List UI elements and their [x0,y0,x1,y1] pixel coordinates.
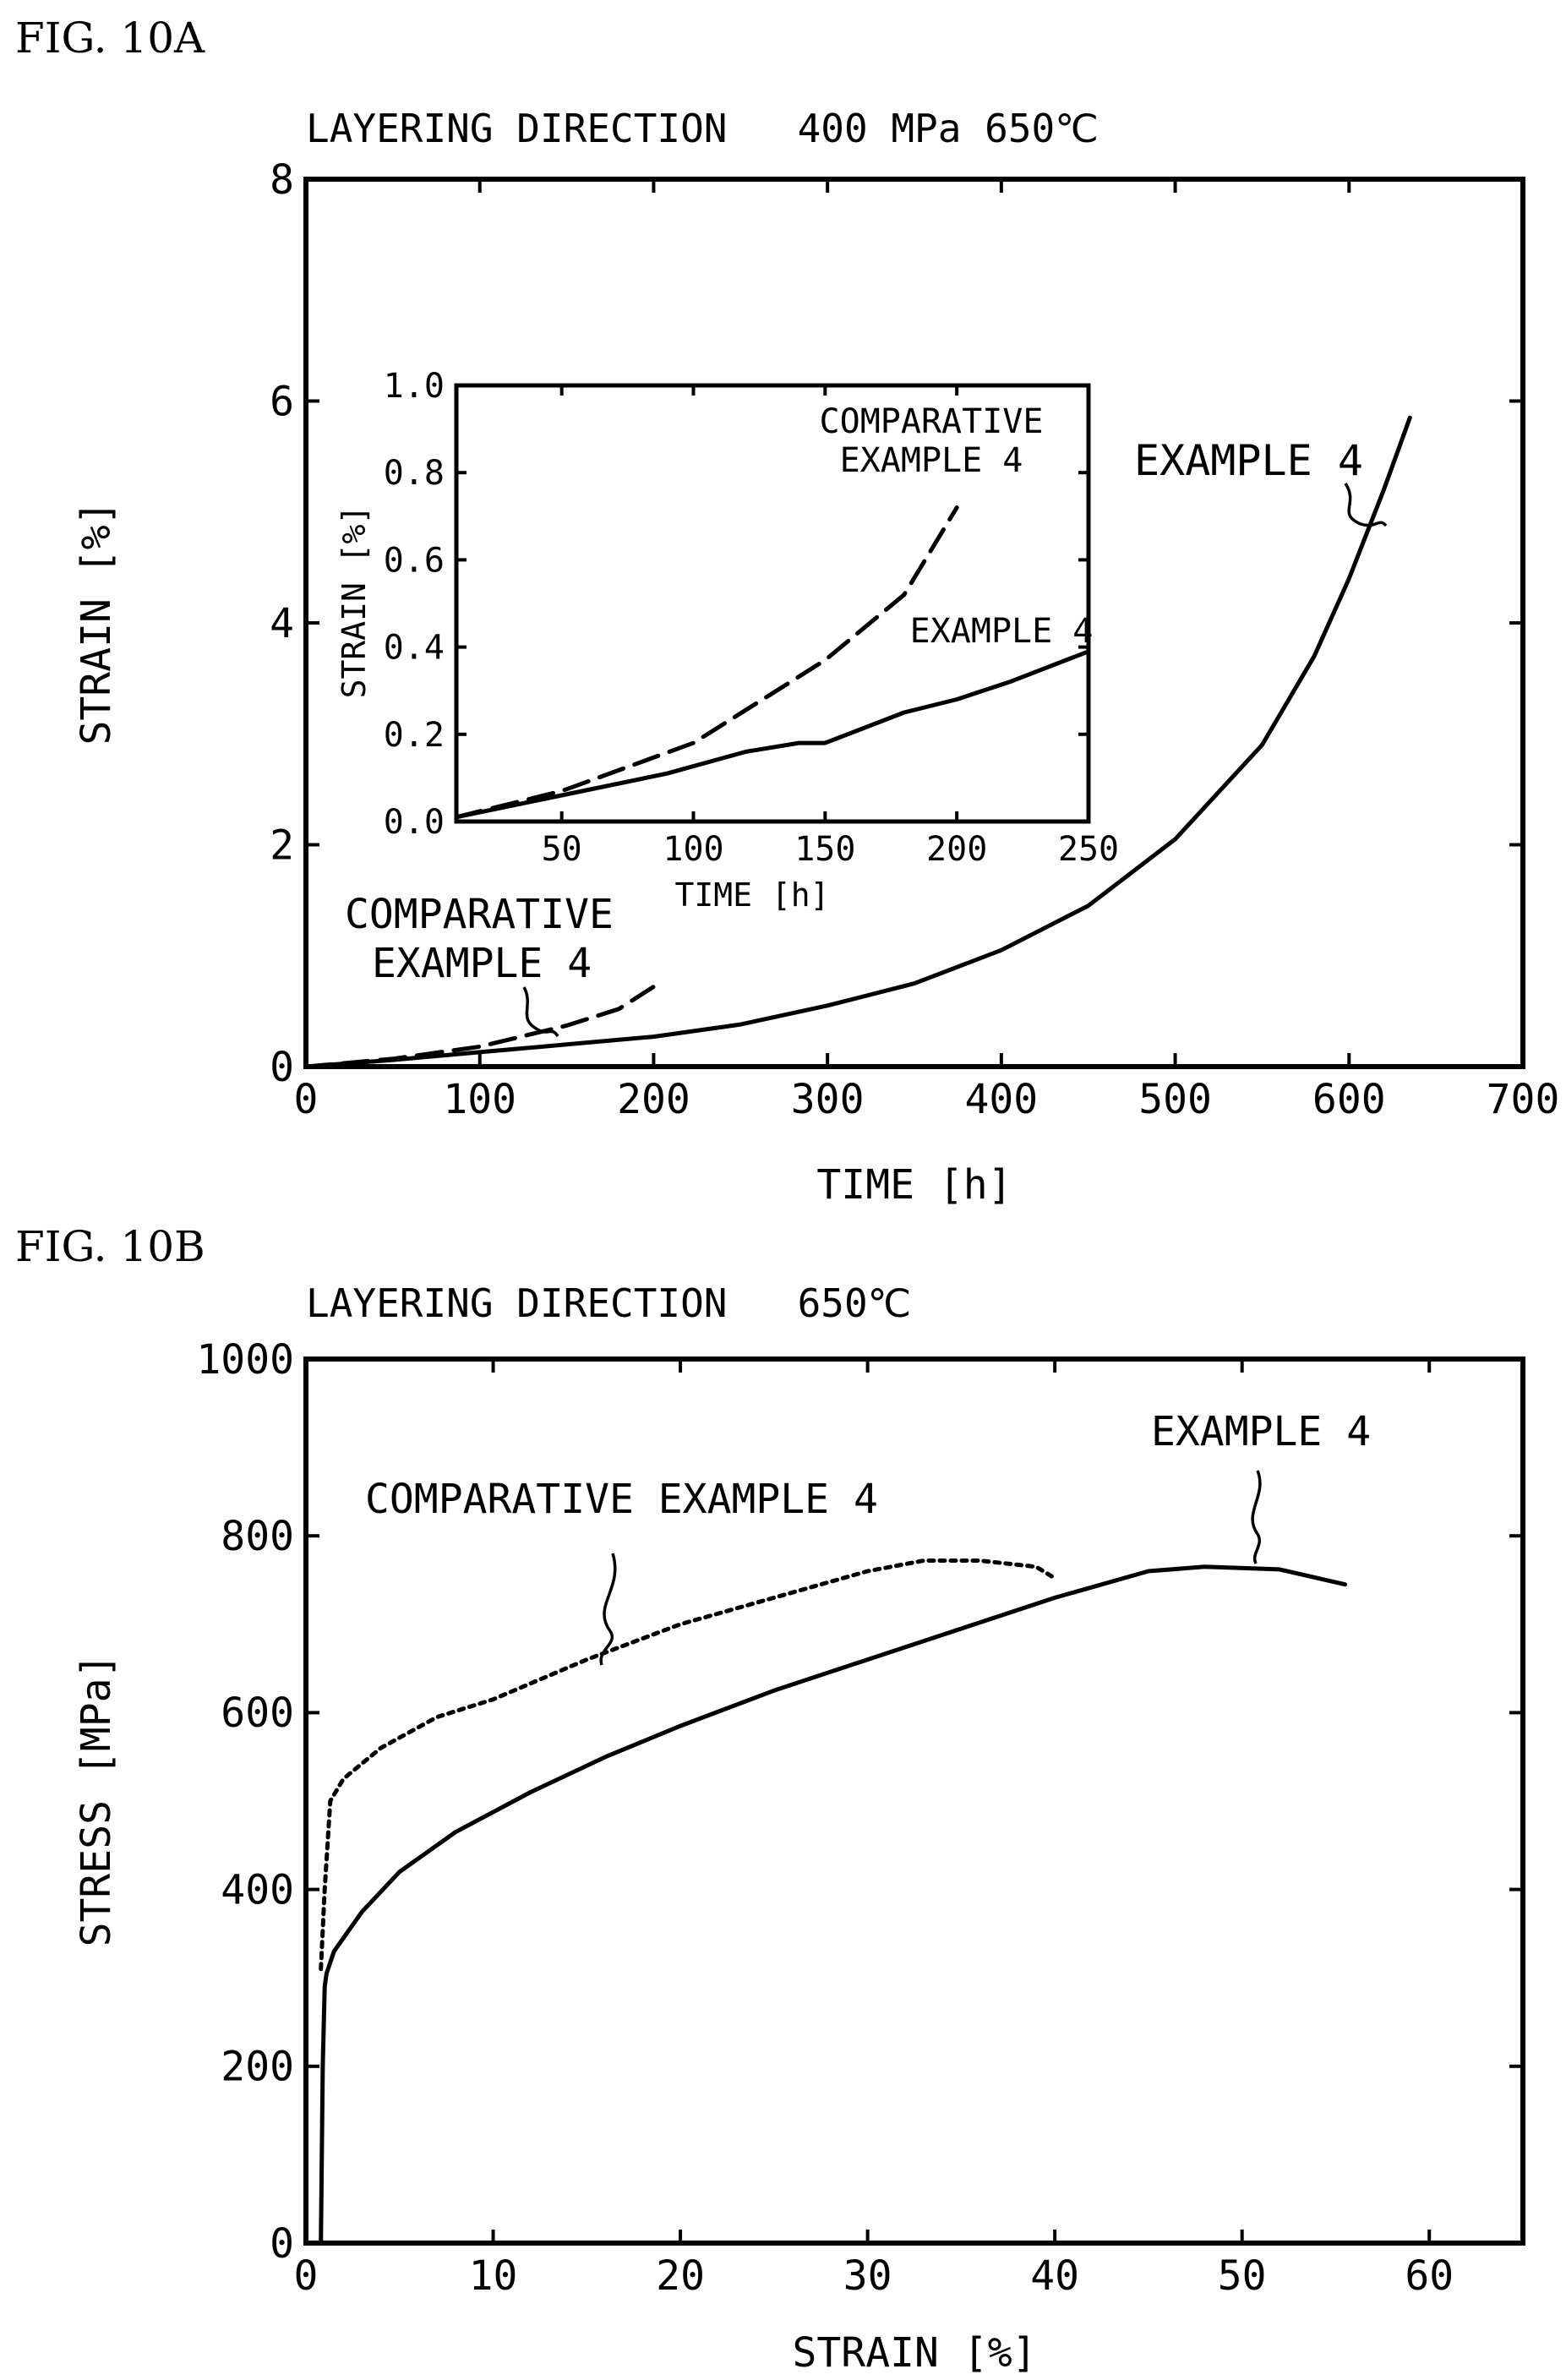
fig-10a-y-tick-label: 2 [270,822,294,869]
fig-10b: FIG. 10B LAYERING DIRECTION 650℃ 0200400… [15,1222,1525,2377]
fig-10b-comp4-leader [599,1553,617,1666]
fig-10b-y-tick-label: 400 [221,1866,294,1913]
fig-10a-inset-x-tick-label: 50 [542,830,582,869]
fig-10a-inset-x-tick-label: 200 [926,830,987,869]
fig-10b-series [319,1558,1347,2246]
fig-10a-x-tick-label: 200 [617,1076,690,1123]
fig-10a-inset-y-tick-label: 0.2 [384,716,445,755]
fig-10b-x-tick-label: 20 [656,2252,705,2300]
fig-10a-inset-y-ticks: 0.0 0.2 0.4 0.6 0.8 1.0 [384,367,1089,842]
fig-10a-inset-y-tick-label: 1.0 [384,367,445,406]
fig-10a-y-tick-label: 0 [270,1044,294,1091]
fig-10a-inset-y-tick-label: 0.6 [384,541,445,580]
fig-10a-inset-y-tick-label: 0.8 [384,454,445,493]
fig-10a-inset-y-tick-label: 0.0 [384,803,445,842]
fig-10b-y-tick-label: 200 [221,2044,294,2091]
fig-10a-inset-series [454,505,1091,820]
fig-10b-y-axis-label: STRESS [MPa] [73,1654,120,1947]
fig-10b-x-tick-label: 10 [469,2252,518,2300]
fig-10a-inset-x-ticks: 50 100 150 200 250 [542,385,1119,869]
fig-10b-comparative-example4-line [319,1558,1057,1972]
fig-10b-y-tick-label: 800 [221,1513,294,1560]
fig-10b-y-ticks: 0 200 400 600 800 1000 [196,1336,1523,2268]
fig-10b-title: LAYERING DIRECTION 650℃ [306,1280,911,1326]
fig-10a-title: LAYERING DIRECTION 400 MPa 650℃ [306,106,1099,151]
fig-10b-x-ticks: 0 10 20 30 40 50 60 [294,1359,1454,2300]
fig-10b-x-tick-label: 60 [1405,2252,1454,2300]
fig-10a-x-tick-label: 500 [1138,1076,1212,1123]
fig-10a-example4-line [303,415,1412,1069]
fig-10b-plot-frame [303,1356,1525,2246]
fig-10a-x-tick-label: 0 [294,1076,319,1123]
fig-10a-comparative-example4-line [303,985,656,1069]
fig-10b-x-tick-label: 0 [294,2252,319,2300]
fig-10a-y-axis-label: STRAIN [%] [73,501,120,745]
fig-10b-comp4-label: COMPARATIVE EXAMPLE 4 [365,1476,878,1523]
fig-10b-example4-line [319,1564,1347,2246]
fig-10b-y-tick-label: 0 [270,2220,294,2268]
fig-10a-label: FIG. 10A [15,14,205,63]
fig-10b-label: FIG. 10B [15,1222,205,1271]
fig-10a-example4-label: EXAMPLE 4 [1134,436,1363,485]
fig-10a: FIG. 10A LAYERING DIRECTION 400 MPa 650℃… [15,14,1559,1209]
fig-10a-x-tick-label: 300 [791,1076,865,1123]
fig-10b-x-tick-label: 40 [1030,2252,1079,2300]
fig-10b-example4-label: EXAMPLE 4 [1151,1408,1371,1455]
fig-10a-inset-comp4-label-line1: COMPARATIVE [820,402,1044,441]
fig-10a-x-axis-label: TIME [h] [816,1161,1012,1209]
fig-10a-inset-x-tick-label: 150 [794,830,855,869]
fig-10a-inset-comparative-example4-line [454,505,959,820]
fig-10a-inset-x-axis-label: TIME [h] [674,876,829,914]
fig-10b-x-axis-label: STRAIN [%] [793,2329,1037,2377]
fig-10a-y-ticks: 0 2 4 6 8 [270,156,1523,1091]
fig-10a-inset-y-tick-label: 0.4 [384,629,445,668]
fig-10b-x-tick-label: 50 [1218,2252,1267,2300]
fig-10a-series [303,415,1412,1069]
fig-10a-x-tick-label: 600 [1312,1076,1386,1123]
fig-10b-x-tick-label: 30 [843,2252,892,2300]
fig-10a-inset-comp4-label-line2: EXAMPLE 4 [840,441,1023,480]
fig-10a-example4-leader [1344,483,1388,527]
fig-10a-inset-x-tick-label: 250 [1058,830,1119,869]
fig-10a-y-tick-label: 6 [270,378,294,425]
fig-10a-inset-x-tick-label: 100 [663,830,723,869]
fig-10a-x-ticks: 0 100 200 300 400 500 600 700 [294,179,1560,1123]
fig-10a-inset-example4-line [454,649,1091,820]
fig-10a-y-tick-label: 8 [270,156,294,204]
fig-10a-x-tick-label: 400 [965,1076,1039,1123]
fig-10a-inset-example4-label: EXAMPLE 4 [910,612,1094,651]
fig-10a-y-tick-label: 4 [270,600,294,647]
fig-10a-x-tick-label: 700 [1487,1076,1560,1123]
fig-10b-y-tick-label: 1000 [196,1336,294,1384]
fig-10a-comp4-label-line2: EXAMPLE 4 [372,940,592,987]
fig-10a-x-tick-label: 100 [443,1076,516,1123]
fig-10a-inset-y-axis-label: STRAIN [%] [336,505,373,699]
fig-10a-inset: 0.0 0.2 0.4 0.6 0.8 1.0 50 100 150 200 250 TIME [… [336,367,1119,914]
fig-10a-comp4-label-line1: COMPARATIVE [345,891,614,938]
fig-10a-comp4-leader [522,986,559,1038]
fig-10b-example4-leader [1251,1470,1262,1564]
fig-10b-y-tick-label: 600 [221,1689,294,1737]
